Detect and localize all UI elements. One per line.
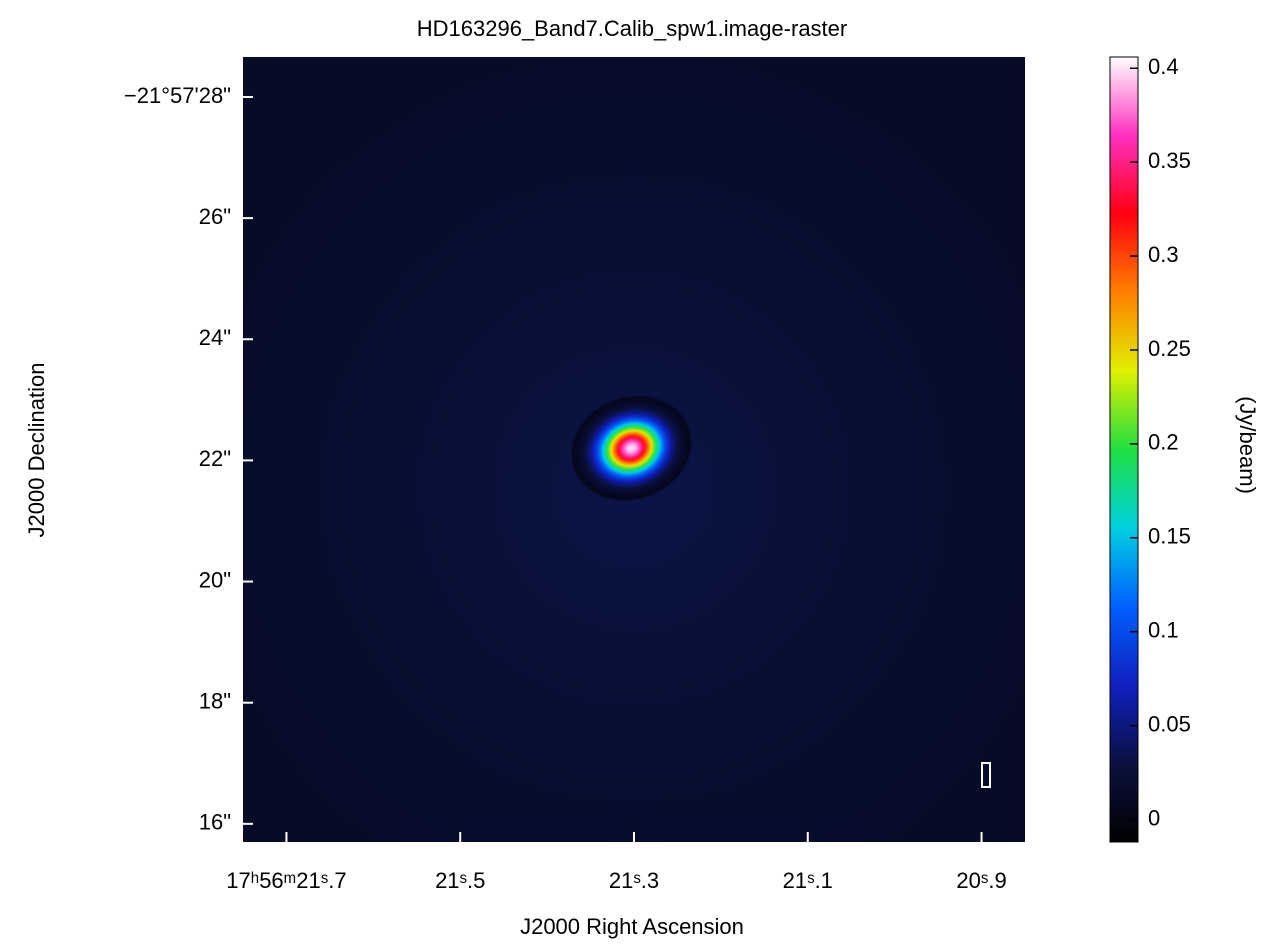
x-tick-label: 21ˢ.3 [609, 868, 659, 893]
y-tick-label: 22" [199, 446, 231, 471]
y-tick-label: −21°57'28" [124, 83, 231, 108]
colorbar-tick-label: 0.15 [1148, 524, 1191, 549]
colorbar-tick-label: 0.1 [1148, 617, 1179, 642]
x-tick-label: 20ˢ.9 [956, 868, 1006, 893]
x-tick-label: 21ˢ.1 [783, 868, 833, 893]
y-tick-label: 16" [199, 810, 231, 835]
colorbar-tick-label: 0.3 [1148, 242, 1179, 267]
colorbar-tick-label: 0.05 [1148, 711, 1191, 736]
x-tick-label: 21ˢ.5 [435, 868, 485, 893]
colorbar-tick-label: 0.35 [1148, 148, 1191, 173]
x-axis-label: J2000 Right Ascension [520, 914, 744, 939]
y-tick-label: 20" [199, 567, 231, 592]
y-axis-label: J2000 Declination [24, 363, 49, 538]
x-tick-label: 17ʰ56ᵐ21ˢ.7 [226, 868, 346, 893]
colorbar [1110, 57, 1138, 842]
colorbar-label: (Jy/beam) [1235, 396, 1260, 494]
colorbar-tick-label: 0.4 [1148, 54, 1179, 79]
chart: HD163296_Band7.Calib_spw1.image-raster J… [0, 0, 1266, 946]
colorbar-tick-label: 0.2 [1148, 430, 1179, 455]
colorbar-tick-label: 0.25 [1148, 336, 1191, 361]
y-tick-label: 26" [199, 204, 231, 229]
colorbar-tick-label: 0 [1148, 805, 1160, 830]
y-tick-label: 18" [199, 688, 231, 713]
y-tick-label: 24" [199, 325, 231, 350]
chart-title: HD163296_Band7.Calib_spw1.image-raster [417, 16, 847, 41]
